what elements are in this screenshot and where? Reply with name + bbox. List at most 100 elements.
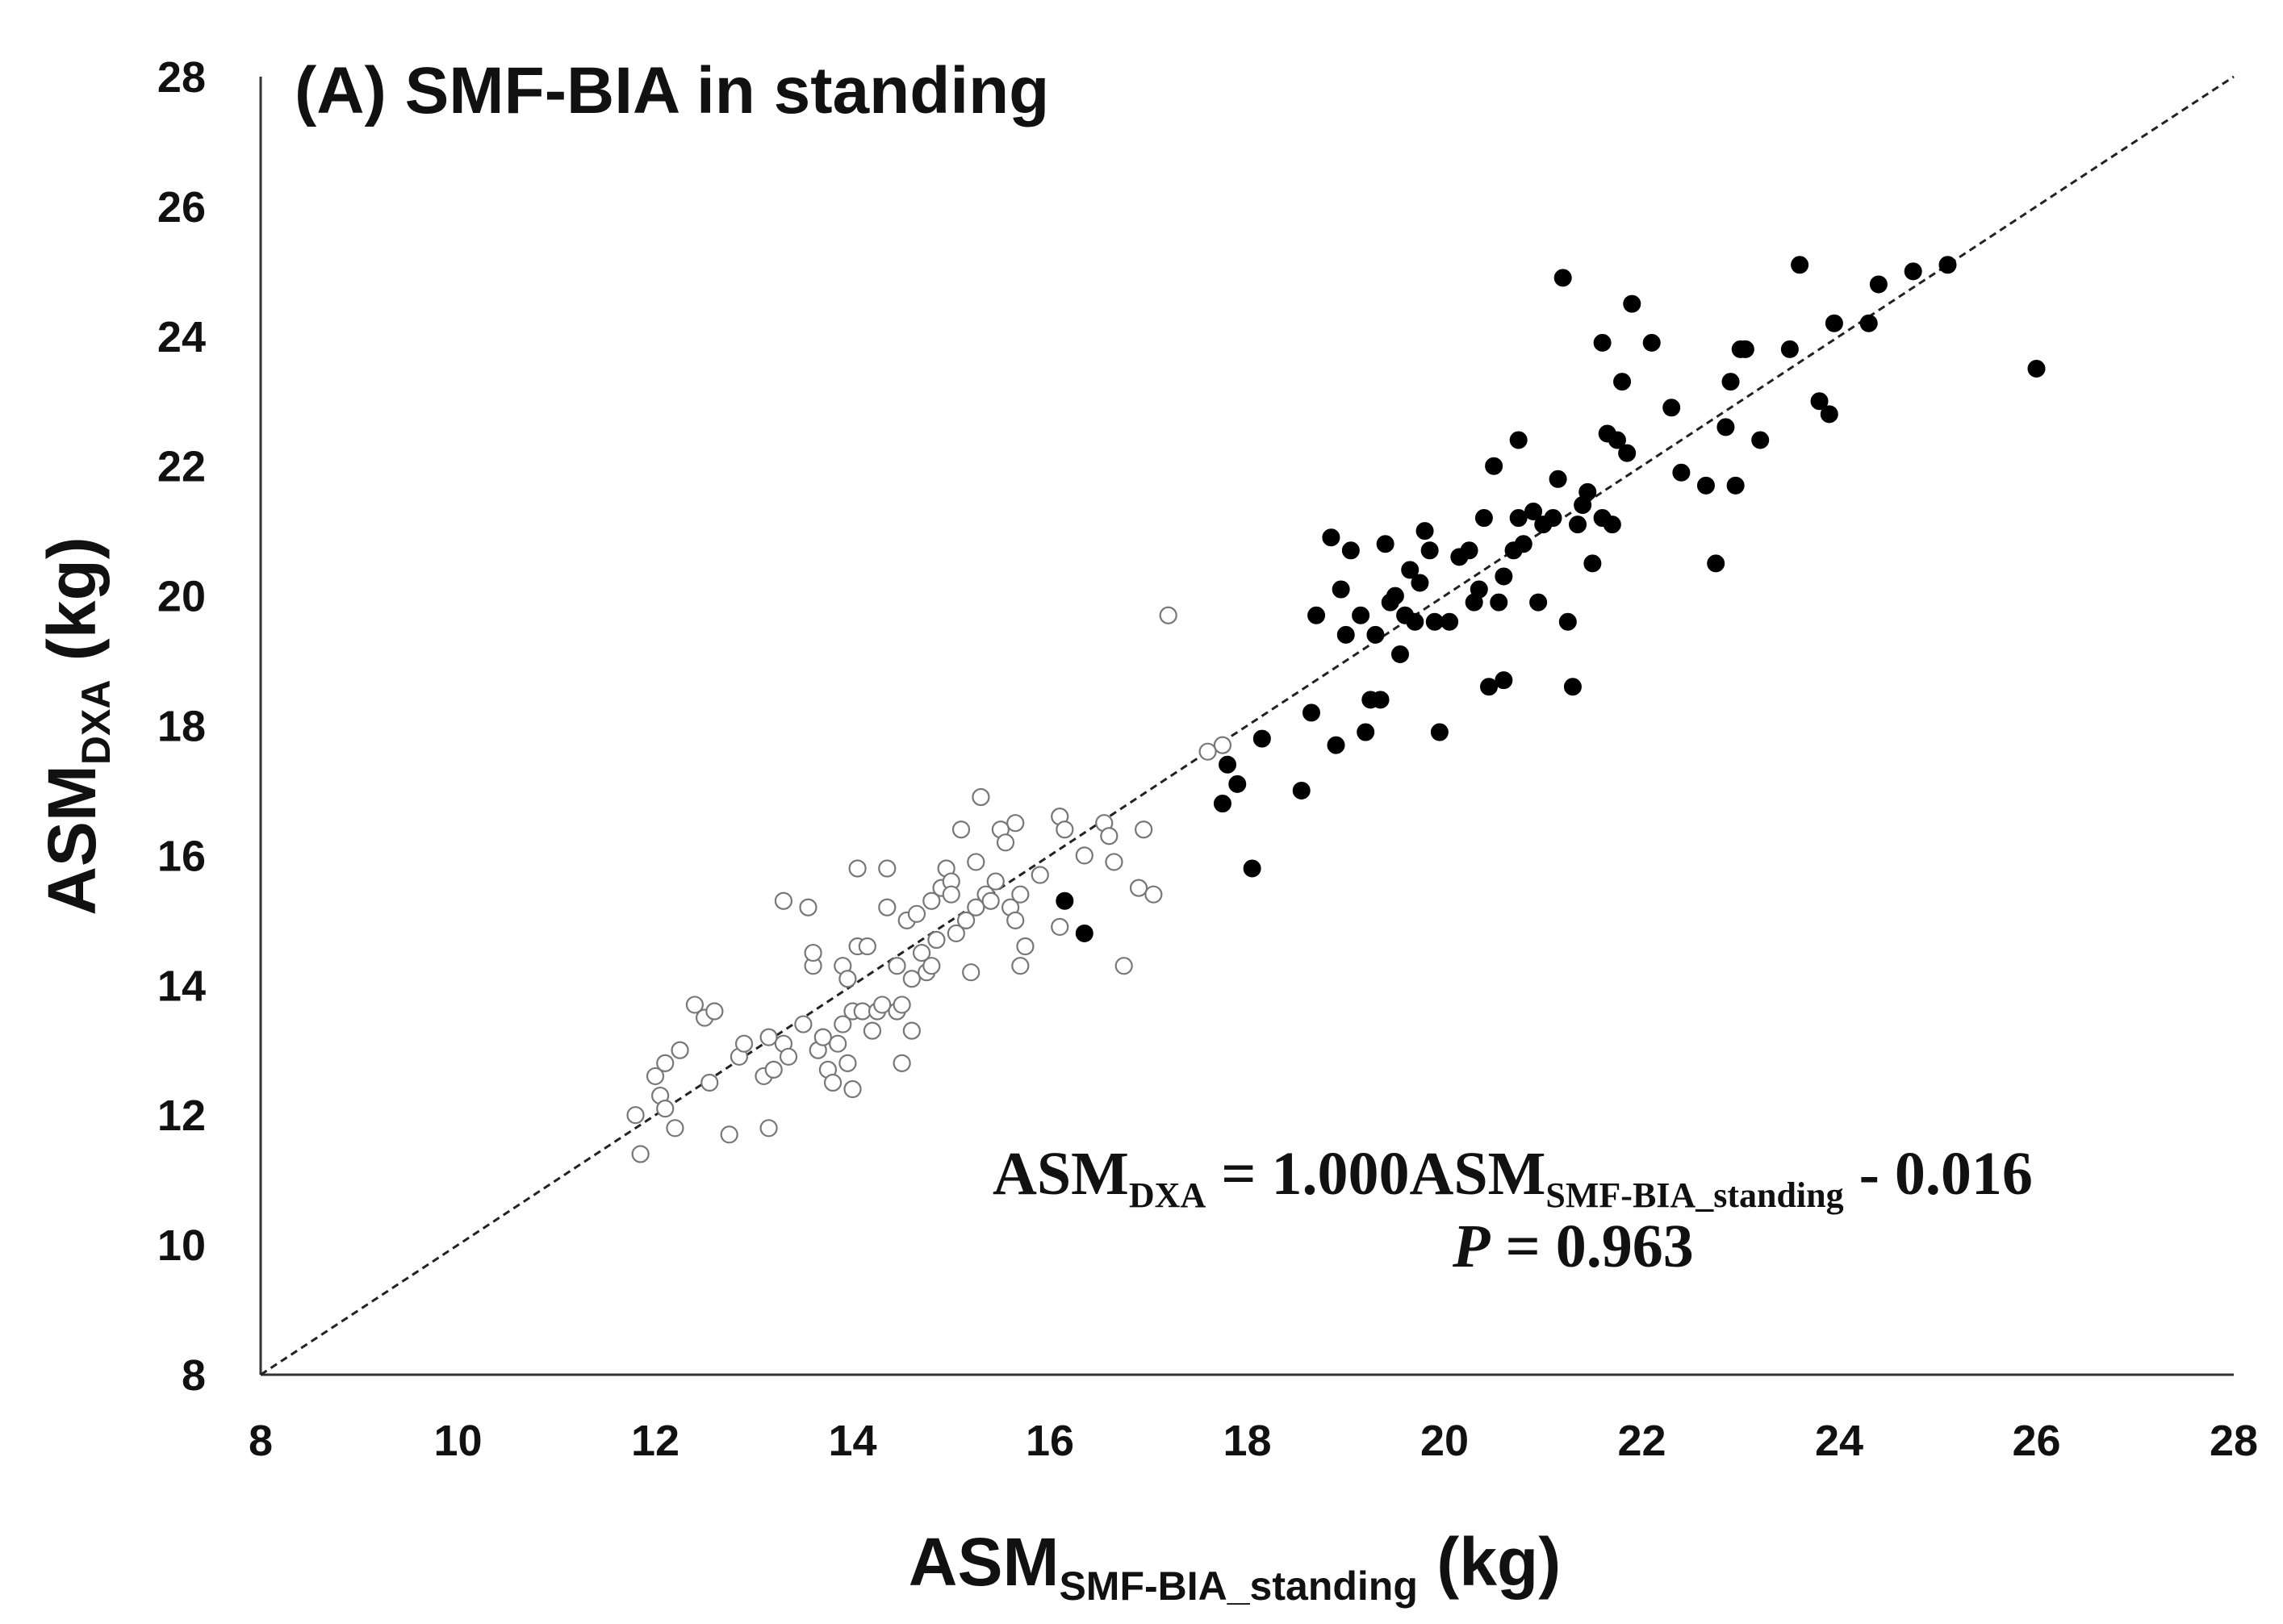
filled-data-point xyxy=(1529,593,1548,612)
open-data-point xyxy=(705,1002,724,1021)
filled-data-point xyxy=(1322,528,1340,547)
open-data-point xyxy=(759,1119,778,1138)
p-value: P = 0.963 xyxy=(1452,1213,1694,1280)
open-data-point xyxy=(922,957,941,975)
open-data-point xyxy=(951,820,971,839)
filled-data-point xyxy=(1662,399,1681,417)
filled-data-point xyxy=(1327,736,1345,754)
open-data-point xyxy=(700,1073,719,1092)
filled-data-point xyxy=(1302,703,1320,722)
filled-data-point xyxy=(1357,723,1375,741)
open-data-point xyxy=(1135,820,1153,839)
open-data-point xyxy=(1198,742,1217,761)
filled-data-point xyxy=(1549,470,1567,488)
filled-data-point xyxy=(1390,645,1409,664)
filled-data-point xyxy=(1514,535,1532,553)
open-data-point xyxy=(902,970,921,988)
filled-data-point xyxy=(1336,625,1355,644)
open-data-point xyxy=(912,943,931,962)
open-data-point xyxy=(813,1028,832,1046)
open-data-point xyxy=(981,891,1000,910)
filled-data-point xyxy=(1593,333,1612,352)
open-data-point xyxy=(986,872,1005,891)
filled-data-point xyxy=(1578,482,1597,501)
filled-data-point xyxy=(1509,509,1528,528)
x-tick-label: 8 xyxy=(249,1417,273,1465)
filled-data-point xyxy=(1859,314,1878,332)
filled-data-point xyxy=(1509,431,1528,449)
filled-data-point xyxy=(1056,891,1074,910)
open-data-point xyxy=(1031,866,1049,884)
axes xyxy=(259,77,2234,1376)
filled-data-point xyxy=(1366,625,1385,644)
open-data-point xyxy=(1213,736,1232,754)
y-tick-label: 10 xyxy=(157,1221,206,1270)
open-data-point xyxy=(1159,606,1177,624)
open-data-point xyxy=(848,859,867,878)
filled-data-point xyxy=(1376,535,1394,553)
x-tick-label: 28 xyxy=(2210,1417,2258,1465)
open-data-point xyxy=(1075,846,1093,865)
filled-data-point xyxy=(1371,691,1390,709)
filled-data-point xyxy=(1470,580,1488,599)
open-data-point xyxy=(759,1028,778,1046)
open-data-point xyxy=(1011,885,1030,904)
open-data-point xyxy=(873,996,892,1014)
filled-data-point xyxy=(1420,541,1439,560)
filled-data-point xyxy=(1825,314,1843,332)
open-data-point xyxy=(893,996,911,1014)
open-data-point xyxy=(1051,917,1069,936)
y-tick-label: 22 xyxy=(157,443,206,491)
x-tick-label: 18 xyxy=(1223,1417,1271,1465)
y-tick-label: 20 xyxy=(157,573,206,621)
open-data-point xyxy=(799,898,817,916)
x-axis-title-subscript: SMF-BIA_standing xyxy=(1059,1563,1417,1609)
open-data-point xyxy=(774,891,793,910)
open-data-point xyxy=(626,1106,645,1125)
filled-data-point xyxy=(1332,580,1350,599)
open-data-point xyxy=(853,1002,872,1021)
filled-data-point xyxy=(1544,509,1562,528)
filled-data-point xyxy=(1820,405,1838,424)
filled-data-point xyxy=(1307,606,1326,624)
open-data-point xyxy=(878,898,897,916)
filled-data-point xyxy=(1751,431,1770,449)
open-data-point xyxy=(907,904,926,923)
filled-data-point xyxy=(1791,256,1809,274)
filled-data-point xyxy=(1411,574,1429,592)
y-axis-title-subscript: DXA xyxy=(73,680,119,766)
x-tick-label: 24 xyxy=(1815,1417,1863,1465)
open-data-point xyxy=(967,898,985,916)
x-axis-title: ASMSMF-BIA_standing (kg) xyxy=(909,1524,1561,1609)
y-tick-label: 8 xyxy=(182,1351,206,1400)
filled-data-point xyxy=(1608,431,1626,449)
filled-data-point xyxy=(1495,567,1513,586)
x-tick-label: 26 xyxy=(2012,1417,2060,1465)
x-tick-label: 22 xyxy=(1617,1417,1666,1465)
open-data-point xyxy=(1011,957,1030,975)
y-tick-label: 18 xyxy=(157,703,206,751)
open-data-point xyxy=(922,891,941,910)
open-data-point xyxy=(1056,820,1074,839)
filled-data-point xyxy=(1583,554,1602,573)
filled-data-point xyxy=(1228,774,1247,793)
filled-data-point xyxy=(1430,723,1449,741)
y-tick-label: 24 xyxy=(157,313,206,361)
y-axis-title: ASMDXA (kg) xyxy=(34,536,119,916)
x-tick-labels: 8 10 12 14 16 18 20 22 24 26 28 xyxy=(249,1417,2258,1465)
filled-data-point xyxy=(1460,541,1478,560)
filled-data-point xyxy=(1524,503,1543,521)
open-data-point xyxy=(996,833,1015,852)
filled-data-point xyxy=(1213,795,1231,813)
open-data-point xyxy=(685,996,705,1014)
filled-data-point xyxy=(1440,612,1459,631)
open-data-point xyxy=(646,1067,665,1086)
filled-data-point xyxy=(1721,373,1740,391)
filled-data-point xyxy=(1563,678,1582,696)
filled-data-point xyxy=(2027,360,2046,378)
filled-data-point xyxy=(1474,509,1493,528)
open-data-point xyxy=(764,1060,783,1079)
equation-mid: = 1.000ASM xyxy=(1206,1140,1545,1208)
y-tick-label: 26 xyxy=(157,183,206,232)
